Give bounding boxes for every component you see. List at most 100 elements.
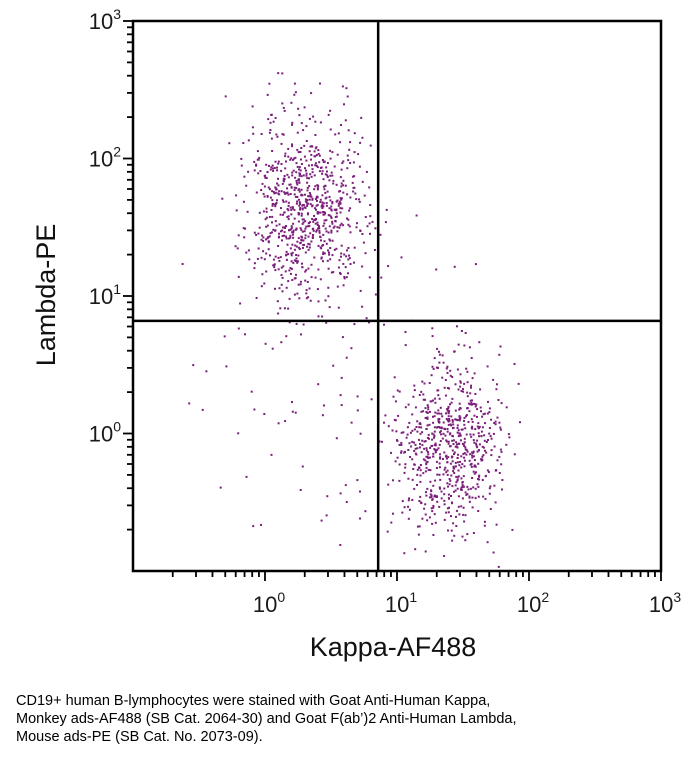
- data-point: [295, 273, 297, 276]
- data-point: [432, 415, 434, 418]
- data-point: [308, 185, 311, 188]
- data-point: [443, 499, 446, 502]
- data-point: [320, 257, 323, 260]
- data-point: [477, 462, 480, 465]
- data-point: [265, 238, 267, 241]
- data-point: [462, 443, 465, 446]
- data-point: [473, 464, 476, 467]
- data-point: [408, 497, 411, 500]
- data-point: [463, 344, 466, 347]
- data-point: [452, 443, 455, 445]
- data-point: [472, 451, 475, 454]
- data-point: [465, 433, 468, 436]
- data-point: [456, 446, 459, 449]
- data-point: [313, 256, 316, 259]
- data-point: [326, 170, 328, 173]
- data-point: [433, 495, 436, 498]
- data-point: [237, 432, 240, 435]
- data-point: [438, 486, 441, 489]
- data-point: [314, 120, 317, 123]
- data-point: [419, 501, 422, 504]
- data-point: [315, 154, 318, 157]
- data-point: [298, 114, 301, 117]
- data-point: [362, 241, 365, 244]
- data-point: [314, 155, 317, 158]
- data-point: [454, 409, 457, 412]
- data-point: [273, 264, 276, 267]
- data-point: [280, 274, 283, 276]
- data-point: [423, 507, 426, 510]
- data-point: [443, 427, 446, 430]
- data-point: [321, 201, 324, 204]
- data-point: [459, 381, 462, 384]
- data-point: [418, 500, 421, 502]
- data-point: [432, 452, 435, 455]
- data-point: [432, 367, 435, 370]
- data-point: [414, 406, 417, 409]
- data-point: [462, 475, 465, 478]
- data-point: [282, 213, 284, 216]
- data-point: [293, 208, 296, 211]
- data-point: [338, 202, 341, 205]
- data-point: [296, 183, 299, 186]
- data-point: [419, 474, 422, 477]
- data-point: [413, 487, 416, 490]
- data-point: [474, 405, 477, 408]
- data-point: [487, 471, 490, 473]
- data-point: [457, 495, 460, 498]
- data-point: [444, 379, 447, 381]
- data-point: [293, 248, 296, 251]
- data-point: [448, 506, 450, 509]
- x-tick-labels: 100 101 102 103: [253, 589, 681, 617]
- data-point: [287, 307, 290, 310]
- data-point: [400, 443, 403, 446]
- data-point: [285, 160, 287, 163]
- data-point: [317, 211, 320, 214]
- data-point: [285, 225, 288, 227]
- data-point: [407, 403, 410, 406]
- data-point: [290, 252, 293, 255]
- data-point: [280, 283, 283, 286]
- data-point: [335, 200, 338, 203]
- data-point: [479, 388, 482, 391]
- data-point: [256, 150, 259, 153]
- data-point: [316, 221, 319, 224]
- data-point: [262, 210, 265, 213]
- data-point: [356, 395, 359, 398]
- data-point: [355, 226, 358, 229]
- data-point: [457, 475, 460, 478]
- data-point: [235, 209, 238, 212]
- data-point: [322, 251, 325, 254]
- data-point: [283, 234, 285, 237]
- data-point: [490, 418, 493, 421]
- data-point: [301, 207, 304, 210]
- data-point: [474, 465, 477, 468]
- data-point: [380, 276, 383, 279]
- data-point: [291, 145, 294, 148]
- data-point: [327, 286, 330, 289]
- data-point: [253, 169, 256, 172]
- data-point: [501, 479, 504, 481]
- tick-label: 103: [649, 589, 681, 617]
- data-point: [257, 172, 260, 175]
- data-point: [310, 145, 313, 148]
- data-point: [366, 225, 369, 228]
- data-point: [287, 280, 290, 283]
- data-point: [258, 156, 261, 159]
- data-point: [296, 261, 299, 264]
- data-point: [306, 189, 309, 192]
- data-point: [284, 270, 287, 273]
- data-point: [418, 467, 421, 469]
- data-point: [511, 528, 514, 531]
- data-point: [268, 82, 271, 85]
- data-point: [300, 214, 303, 217]
- data-point: [500, 450, 503, 453]
- data-point: [470, 357, 473, 359]
- data-point: [450, 495, 452, 497]
- data-point: [271, 190, 274, 193]
- data-point: [434, 495, 437, 498]
- data-point: [237, 275, 240, 278]
- data-point: [495, 523, 498, 526]
- data-point: [188, 402, 191, 405]
- data-point: [280, 230, 282, 233]
